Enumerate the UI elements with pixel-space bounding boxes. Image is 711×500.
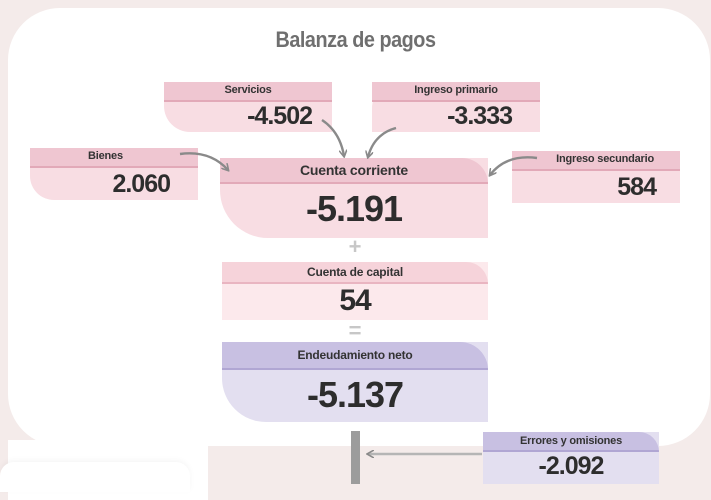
plus-operator: + bbox=[348, 234, 362, 259]
cuenta-capital-label: Cuenta de capital bbox=[222, 262, 488, 284]
equals-operator: = bbox=[348, 318, 362, 343]
errores-label: Errores y omisiones bbox=[483, 432, 659, 452]
ingreso-primario-label: Ingreso primario bbox=[372, 82, 540, 102]
arrow-ingreso-primario bbox=[368, 126, 397, 157]
bienes-value: 2.060 bbox=[112, 170, 171, 198]
cuenta-corriente-label: Cuenta corriente bbox=[220, 158, 488, 184]
cuenta-corriente-box: Cuenta corriente -5.191 bbox=[220, 158, 488, 238]
ingreso-secundario-value: 584 bbox=[617, 173, 657, 201]
arrow-ingreso-secundario bbox=[490, 156, 538, 175]
errores-value: -2.092 bbox=[538, 452, 605, 480]
vertical-flow-bar bbox=[351, 431, 360, 484]
diagram-title: Balanza de pagos bbox=[275, 27, 436, 52]
cuenta-corriente-value: -5.191 bbox=[305, 188, 403, 229]
cuenta-capital-value: 54 bbox=[339, 284, 371, 317]
ingreso-primario-value: -3.333 bbox=[447, 102, 513, 130]
endeudamiento-box: Endeudamiento neto -5.137 bbox=[222, 342, 488, 422]
servicios-box: Servicios -4.502 bbox=[164, 82, 332, 132]
ingreso-primario-box: Ingreso primario -3.333 bbox=[372, 82, 540, 132]
bienes-label: Bienes bbox=[30, 148, 198, 168]
servicios-label: Servicios bbox=[164, 82, 332, 102]
arrow-bienes bbox=[179, 152, 228, 170]
servicios-value: -4.502 bbox=[247, 102, 313, 130]
endeudamiento-label: Endeudamiento neto bbox=[222, 342, 488, 370]
arrow-servicios bbox=[321, 119, 344, 156]
bienes-box: Bienes 2.060 bbox=[30, 148, 198, 200]
endeudamiento-value: -5.137 bbox=[306, 374, 404, 415]
cuenta-capital-box: Cuenta de capital 54 bbox=[222, 262, 488, 320]
connector-arrows bbox=[179, 119, 538, 484]
errores-box: Errores y omisiones -2.092 bbox=[483, 432, 659, 484]
ingreso-secundario-box: Ingreso secundario 584 bbox=[512, 151, 680, 203]
ingreso-secundario-label: Ingreso secundario bbox=[512, 151, 680, 171]
